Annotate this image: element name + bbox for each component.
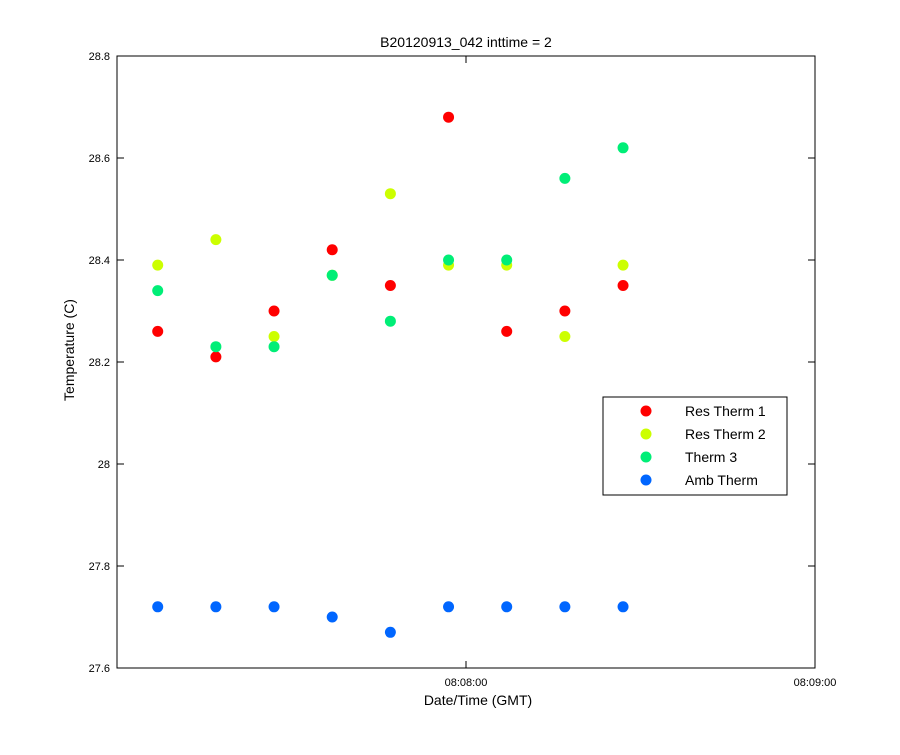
legend-box [602,396,788,496]
data-point [617,280,629,291]
y-axis-label: Temperature (C) [61,299,77,401]
y-tick-label: 28 [98,459,110,471]
data-point [210,601,222,613]
data-point [501,254,513,266]
data-point [384,280,396,291]
series-res-therm-1 [152,111,629,363]
y-tick-label: 28.8 [89,51,110,63]
chart-title: B20120913_042 inttime = 2 [380,34,552,50]
legend-marker [640,428,652,440]
y-tick-label: 27.6 [89,663,110,675]
data-point [152,325,164,337]
data-point [268,601,280,613]
data-point [326,244,338,256]
y-tick-label: 28.4 [89,255,110,267]
data-point [268,341,280,353]
data-point [152,601,164,613]
data-point [210,351,222,363]
data-point [384,626,396,638]
data-point [501,601,513,613]
legend-label: Amb Therm [685,472,758,488]
legend-label: Res Therm 1 [685,403,766,419]
legend-marker [640,474,652,486]
y-axis-ticks: 27.6 27.8 28 28.2 28.4 28.6 28.8 [89,51,815,675]
data-point [268,331,280,342]
data-point [617,142,629,154]
data-point [443,111,455,123]
data-point [559,172,571,184]
legend-marker [640,451,652,463]
x-axis-label: Date/Time (GMT) [424,692,532,708]
data-point [559,305,571,317]
series-res-therm-2 [152,188,629,342]
legend: Res Therm 1 Res Therm 2 Therm 3 Amb Therm [602,396,788,496]
data-point [501,325,513,337]
y-tick-label: 27.8 [89,561,110,573]
data-points [152,111,629,638]
data-point [152,259,164,271]
legend-label: Therm 3 [685,449,737,465]
data-point [384,315,396,327]
data-point [268,305,280,317]
data-point [210,341,222,353]
y-tick-label: 28.6 [89,153,110,165]
data-point [152,285,164,297]
x-tick-label: 08:09:00 [794,677,837,689]
data-point [210,234,222,246]
data-point [326,269,338,281]
plot-area [116,55,816,669]
data-point [443,254,455,266]
series-therm-3 [152,142,629,353]
x-axis-ticks: 08:08:00 08:09:00 [445,56,837,689]
legend-marker [640,405,652,417]
data-point [617,259,629,271]
data-point [326,611,338,623]
series-amb-therm [152,601,629,638]
y-tick-label: 28.2 [89,357,110,369]
data-point [617,601,629,613]
data-point [559,601,571,613]
x-tick-label: 08:08:00 [445,677,488,689]
data-point [559,331,571,342]
data-point [384,188,396,200]
legend-label: Res Therm 2 [685,426,766,442]
data-point [443,601,455,613]
